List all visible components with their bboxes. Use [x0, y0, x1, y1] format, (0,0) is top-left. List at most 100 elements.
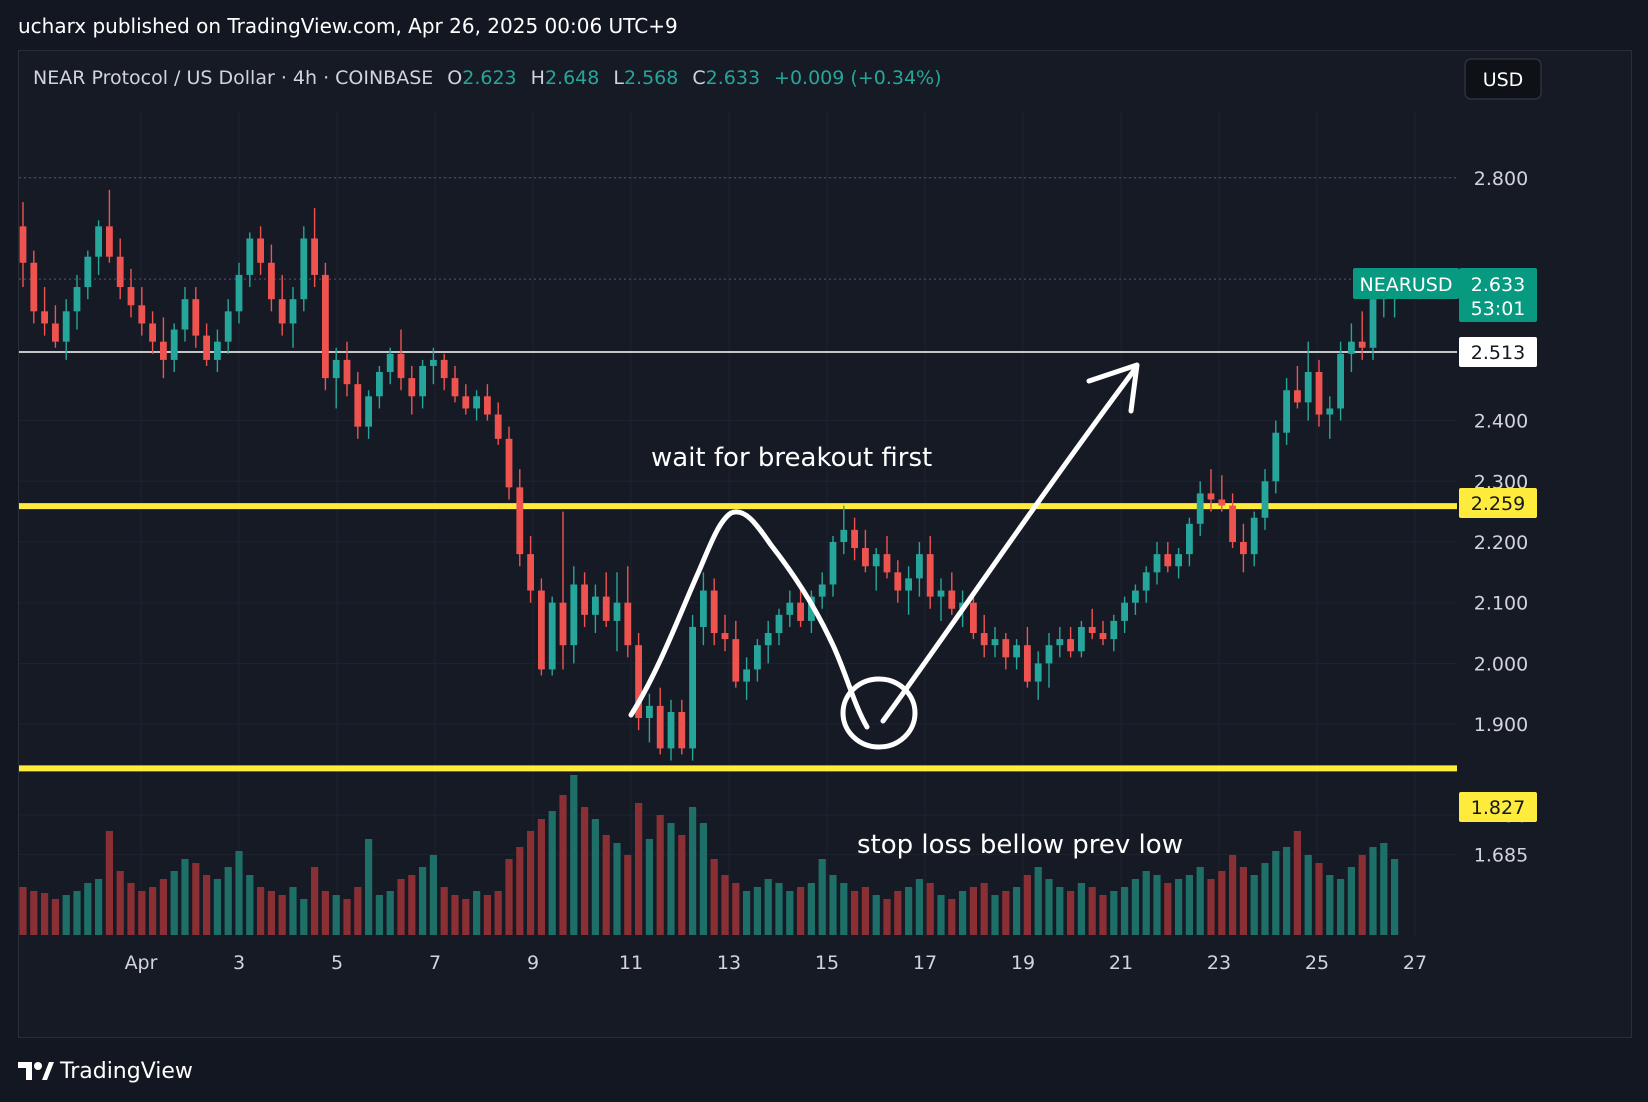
- candle-body: [538, 590, 545, 670]
- volume-bar: [332, 895, 340, 935]
- candle: [1164, 541, 1172, 573]
- candle: [732, 620, 740, 688]
- currency-button[interactable]: USD: [1464, 58, 1542, 100]
- price-chart[interactable]: NEAR Protocol / US Dollar · 4h · COINBAS…: [19, 51, 1631, 1037]
- volume-bar: [1380, 843, 1388, 935]
- candle: [1078, 620, 1085, 658]
- volume-bar: [41, 893, 49, 935]
- volume-bar: [591, 819, 599, 935]
- volume-bar: [1056, 887, 1064, 935]
- grid-lines: [19, 111, 1457, 937]
- svg-text:USD: USD: [1483, 69, 1524, 91]
- candle-body: [764, 633, 772, 646]
- candle-body: [559, 602, 567, 646]
- candle-body: [905, 578, 912, 591]
- volume-bar: [581, 807, 589, 935]
- candle-body: [419, 365, 426, 397]
- volume-bar: [170, 871, 178, 935]
- date-tick-label: 5: [331, 952, 343, 974]
- volume-bar: [386, 891, 394, 935]
- volume-bar: [1067, 891, 1075, 935]
- candle: [872, 548, 880, 591]
- candle-body: [548, 602, 556, 670]
- candle: [754, 639, 761, 682]
- time-axis: Apr 3 5 7 9 11 13 15 17 19 21 23 25 27: [125, 952, 1428, 974]
- candle-body: [160, 341, 167, 360]
- candle: [397, 329, 405, 391]
- candle: [1088, 608, 1096, 640]
- volume-bar: [62, 895, 70, 935]
- chart-frame[interactable]: NEAR Protocol / US Dollar · 4h · COINBAS…: [18, 50, 1632, 1038]
- drawing-wave-path: [628, 509, 870, 730]
- candle: [678, 699, 686, 755]
- candle-body: [883, 554, 891, 573]
- volume-bar: [246, 875, 254, 935]
- volume-bar: [807, 883, 815, 935]
- volume-bar: [257, 887, 265, 935]
- volume-bar: [840, 883, 848, 935]
- volume-bar: [354, 887, 362, 935]
- volume-bar: [267, 891, 275, 935]
- candle: [700, 572, 707, 646]
- candle: [721, 614, 729, 652]
- price-tick-label: 2.000: [1474, 653, 1528, 675]
- volume-bar: [397, 879, 405, 935]
- volume-bar: [1185, 875, 1193, 935]
- candle-body: [127, 287, 135, 306]
- candle: [1348, 323, 1355, 373]
- candle: [170, 323, 178, 373]
- candle-body: [592, 596, 599, 615]
- candle: [451, 365, 459, 403]
- candle-body: [278, 299, 286, 324]
- candle: [494, 402, 502, 445]
- candle: [1294, 365, 1301, 409]
- candle: [883, 535, 891, 579]
- candle-body: [257, 238, 264, 263]
- candle-body: [970, 602, 977, 634]
- candle: [1369, 293, 1377, 360]
- candle: [149, 311, 156, 354]
- candle: [624, 566, 632, 658]
- candle: [1240, 523, 1247, 573]
- candle: [1034, 651, 1042, 700]
- tradingview-logo-icon: [18, 1062, 54, 1080]
- candle-body: [170, 329, 178, 360]
- candle: [980, 614, 988, 658]
- candle-body: [1067, 639, 1074, 652]
- candle-body: [1153, 554, 1161, 573]
- candle: [419, 359, 426, 409]
- volume-bar: [1034, 867, 1042, 935]
- candle: [1196, 481, 1204, 536]
- candle: [991, 626, 999, 658]
- candle-body: [732, 639, 740, 682]
- candle-body: [710, 590, 718, 634]
- candle: [473, 390, 480, 421]
- candle-body: [19, 226, 27, 263]
- candle-body: [872, 554, 880, 567]
- candle: [289, 287, 297, 348]
- freehand-drawings: [628, 362, 1140, 750]
- date-tick-label: 15: [815, 952, 839, 974]
- candle: [1067, 626, 1074, 658]
- candle-body: [484, 396, 491, 415]
- price-tick-label: 2.100: [1474, 593, 1528, 615]
- candle: [1110, 614, 1118, 652]
- candle: [1261, 469, 1269, 530]
- candle: [224, 299, 232, 354]
- volume-bar: [613, 843, 621, 935]
- date-tick-label: 3: [233, 952, 245, 974]
- candle: [710, 578, 718, 646]
- candle: [559, 511, 567, 670]
- candle-body: [494, 414, 502, 439]
- candle: [322, 262, 329, 391]
- candle: [1326, 396, 1334, 439]
- candle-body: [1337, 353, 1344, 409]
- price-levels: [19, 351, 1457, 772]
- candle-body: [646, 705, 653, 719]
- candle-body: [354, 384, 362, 427]
- tradingview-logo[interactable]: TradingView: [18, 1053, 193, 1089]
- candle-body: [656, 705, 664, 749]
- candle-body: [203, 335, 210, 360]
- candle-body: [1250, 517, 1258, 555]
- candle: [19, 202, 27, 288]
